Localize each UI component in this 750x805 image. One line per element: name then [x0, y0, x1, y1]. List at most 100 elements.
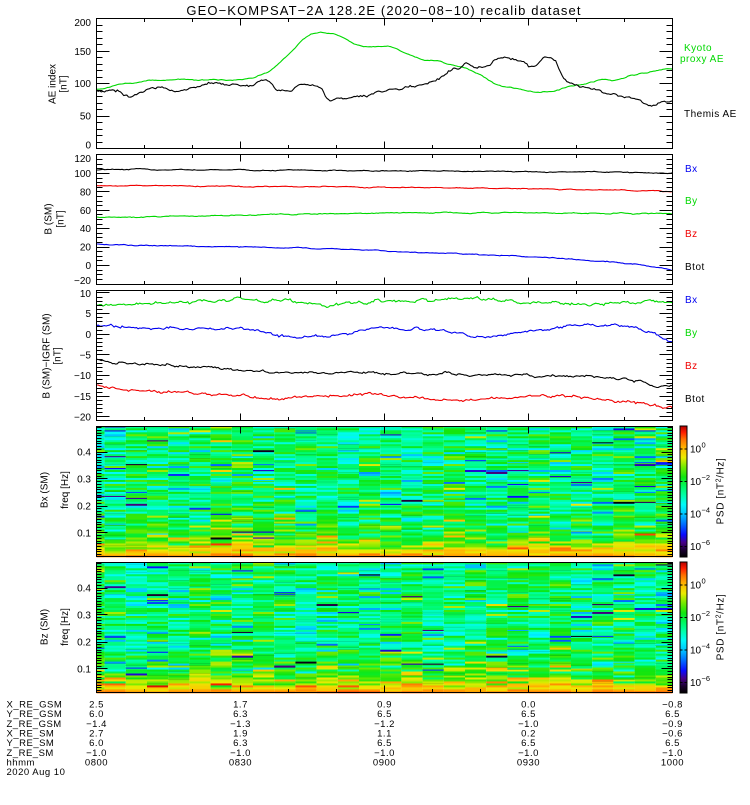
svg-text:−1.0: −1.0 [86, 748, 107, 759]
svg-text:−4: −4 [702, 506, 711, 515]
svg-text:0.4: 0.4 [77, 448, 91, 459]
svg-text:−1.0: −1.0 [662, 748, 683, 759]
svg-text:0.4: 0.4 [77, 584, 91, 595]
svg-text:X_RE_GSM: X_RE_GSM [7, 700, 63, 711]
svg-text:−1.2: −1.2 [374, 719, 395, 730]
svg-text:0.2: 0.2 [77, 502, 91, 513]
svg-text:10: 10 [690, 678, 702, 689]
svg-text:50: 50 [80, 112, 92, 123]
svg-text:10: 10 [690, 542, 702, 553]
svg-text:2020 Aug 10: 2020 Aug 10 [7, 767, 66, 778]
svg-text:0: 0 [85, 330, 91, 341]
svg-text:0.1: 0.1 [77, 665, 91, 676]
svg-text:Bz (SM): Bz (SM) [40, 609, 51, 645]
svg-text:−20: −20 [74, 413, 91, 424]
svg-text:100: 100 [74, 79, 91, 90]
svg-text:Themis AE: Themis AE [684, 109, 737, 120]
svg-text:6.5: 6.5 [377, 709, 392, 720]
svg-text:10: 10 [690, 445, 702, 456]
svg-text:6.5: 6.5 [521, 709, 536, 720]
svg-text:−0.9: −0.9 [662, 719, 683, 730]
svg-text:0: 0 [702, 577, 706, 586]
svg-text:−1.4: −1.4 [86, 719, 107, 730]
svg-text:6.0: 6.0 [89, 709, 104, 720]
svg-text:5: 5 [85, 309, 91, 320]
svg-text:PSD [nT2/Hz]: PSD [nT2/Hz] [716, 458, 727, 525]
svg-text:0.2: 0.2 [77, 638, 91, 649]
svg-text:By: By [685, 196, 698, 207]
svg-text:0800: 0800 [85, 757, 108, 768]
svg-text:10: 10 [690, 646, 702, 657]
svg-text:Bz: Bz [685, 229, 698, 240]
svg-text:−20: −20 [74, 276, 91, 287]
svg-text:hhmm: hhmm [7, 757, 35, 768]
svg-text:10: 10 [80, 289, 92, 300]
svg-text:Btot: Btot [685, 262, 705, 273]
svg-text:10: 10 [690, 510, 702, 521]
svg-text:By: By [685, 328, 698, 339]
svg-text:Kyoto: Kyoto [684, 43, 712, 54]
svg-text:10: 10 [690, 613, 702, 624]
svg-text:freq [Hz]: freq [Hz] [60, 608, 71, 646]
svg-text:−5: −5 [80, 351, 92, 362]
svg-text:−0.6: −0.6 [662, 729, 683, 740]
svg-text:6.0: 6.0 [89, 738, 104, 749]
svg-text:0.3: 0.3 [77, 611, 91, 622]
svg-text:120: 120 [74, 154, 91, 165]
svg-text:B (SM)−IGRF (SM): B (SM)−IGRF (SM) [42, 313, 53, 398]
svg-text:PSD [nT2/Hz]: PSD [nT2/Hz] [716, 594, 727, 661]
svg-text:0830: 0830 [229, 757, 252, 768]
svg-text:GEO−KOMPSAT−2A 128.2E (2020−08: GEO−KOMPSAT−2A 128.2E (2020−08−10) recal… [186, 3, 581, 18]
svg-text:200: 200 [74, 18, 91, 29]
svg-text:−2: −2 [702, 609, 711, 618]
svg-text:2.5: 2.5 [89, 700, 104, 711]
svg-text:0.1: 0.1 [77, 529, 91, 540]
svg-text:−15: −15 [74, 392, 91, 403]
svg-text:Btot: Btot [685, 394, 705, 405]
svg-text:6.5: 6.5 [665, 709, 680, 720]
svg-text:Y_RE_SM: Y_RE_SM [7, 738, 55, 749]
svg-text:0: 0 [85, 261, 91, 272]
svg-text:−1.0: −1.0 [230, 748, 251, 759]
svg-text:6.5: 6.5 [665, 738, 680, 749]
svg-text:0.9: 0.9 [377, 700, 392, 711]
svg-text:X_RE_SM: X_RE_SM [7, 729, 55, 740]
svg-text:−1.0: −1.0 [374, 748, 395, 759]
svg-text:−1.0: −1.0 [518, 719, 539, 730]
svg-text:6.5: 6.5 [377, 738, 392, 749]
svg-text:−6: −6 [702, 674, 711, 683]
svg-text:−6: −6 [702, 538, 711, 547]
svg-text:1000: 1000 [661, 757, 684, 768]
svg-text:−2: −2 [702, 473, 711, 482]
svg-text:0900: 0900 [373, 757, 396, 768]
svg-text:[nT]: [nT] [53, 347, 64, 364]
svg-text:Bx: Bx [685, 295, 698, 306]
svg-text:Y_RE_GSM: Y_RE_GSM [7, 709, 63, 720]
svg-text:100: 100 [74, 169, 91, 180]
svg-text:0930: 0930 [517, 757, 540, 768]
svg-text:0: 0 [702, 441, 706, 450]
svg-text:Bx: Bx [685, 164, 698, 175]
svg-text:[nT]: [nT] [56, 210, 67, 227]
svg-text:−1.3: −1.3 [230, 719, 251, 730]
svg-text:10: 10 [690, 581, 702, 592]
svg-text:−0.8: −0.8 [662, 700, 683, 711]
svg-text:60: 60 [80, 206, 92, 217]
svg-text:Bz: Bz [685, 361, 698, 372]
svg-text:6.5: 6.5 [521, 738, 536, 749]
svg-text:freq [Hz]: freq [Hz] [60, 471, 71, 509]
svg-text:0.2: 0.2 [521, 729, 536, 740]
svg-text:[nT]: [nT] [59, 75, 70, 92]
svg-text:1.1: 1.1 [377, 729, 392, 740]
svg-text:2.7: 2.7 [89, 729, 104, 740]
svg-text:80: 80 [80, 187, 92, 198]
svg-text:0: 0 [85, 141, 91, 152]
svg-text:proxy AE: proxy AE [680, 54, 724, 65]
svg-text:Z_RE_SM: Z_RE_SM [7, 748, 54, 759]
svg-text:20: 20 [80, 243, 92, 254]
svg-text:Z_RE_GSM: Z_RE_GSM [7, 719, 62, 730]
svg-text:−4: −4 [702, 642, 711, 651]
svg-text:Bx (SM): Bx (SM) [40, 472, 51, 508]
svg-text:−10: −10 [74, 371, 91, 382]
svg-text:AE index: AE index [48, 64, 59, 104]
